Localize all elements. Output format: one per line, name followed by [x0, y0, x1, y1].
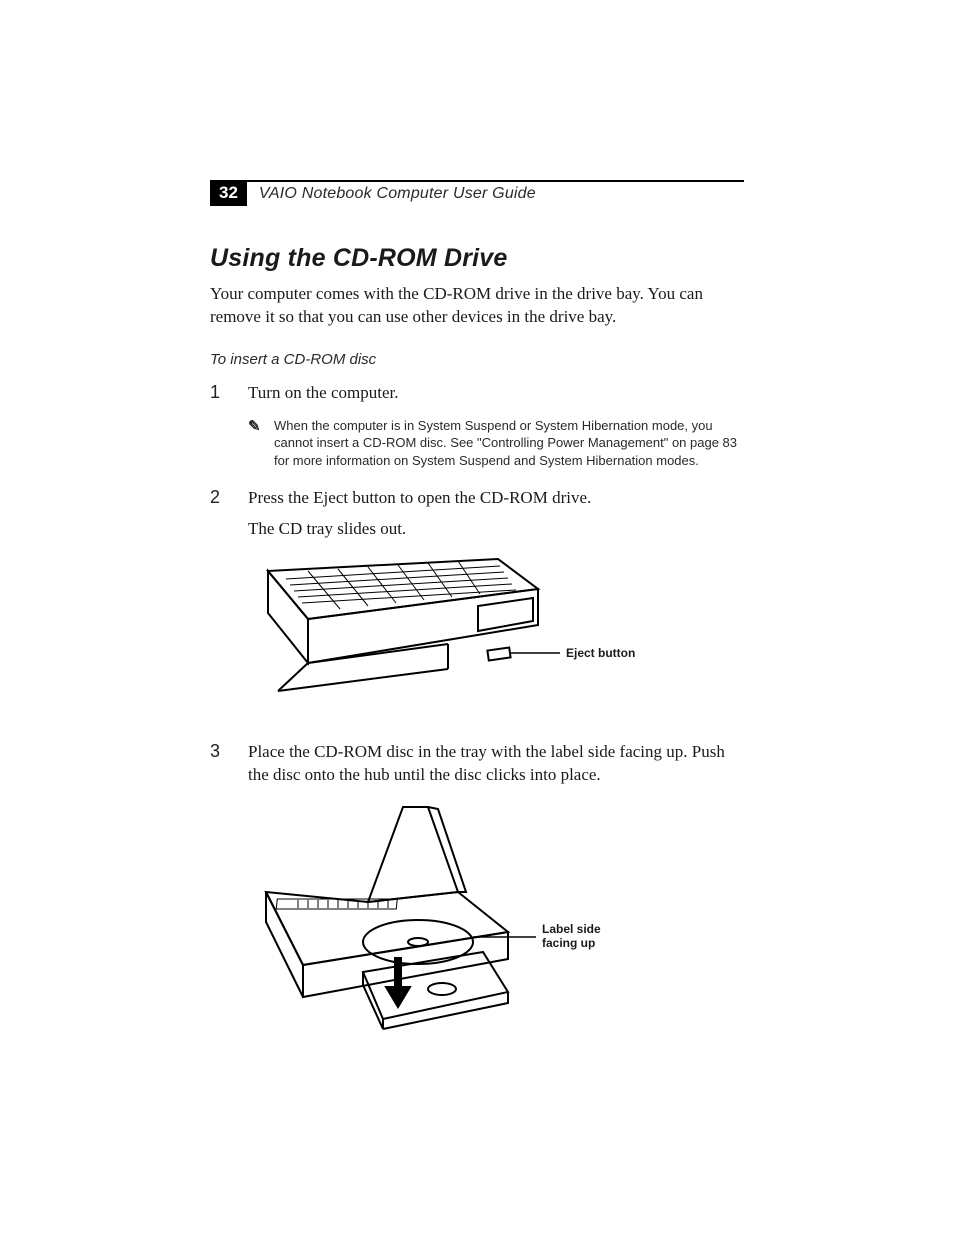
pencil-icon: ✎	[248, 417, 266, 470]
step-number: 1	[210, 382, 228, 405]
step-text: Place the CD-ROM disc in the tray with t…	[248, 741, 744, 787]
figure-callout-label-1: Label side	[542, 922, 601, 936]
page-header: 32 VAIO Notebook Computer User Guide	[210, 180, 744, 206]
procedure-subhead: To insert a CD-ROM disc	[210, 351, 744, 368]
section-intro: Your computer comes with the CD-ROM driv…	[210, 283, 744, 329]
note-block: ✎ When the computer is in System Suspend…	[248, 417, 744, 470]
step-text: Turn on the computer.	[248, 382, 744, 405]
step-2: 2 Press the Eject button to open the CD-…	[210, 487, 744, 541]
step-number: 2	[210, 487, 228, 541]
section-title: Using the CD-ROM Drive	[210, 244, 744, 273]
page-number-badge: 32	[210, 180, 247, 206]
step-1: 1 Turn on the computer.	[210, 382, 744, 405]
figure-insert-disc: Label side facing up	[248, 797, 744, 1052]
figure-callout-label-2: facing up	[542, 936, 595, 950]
running-title: VAIO Notebook Computer User Guide	[259, 185, 536, 203]
step-text: Press the Eject button to open the CD-RO…	[248, 487, 744, 541]
step-subline: The CD tray slides out.	[248, 518, 744, 541]
step-text-main: Press the Eject button to open the CD-RO…	[248, 488, 591, 507]
step-3: 3 Place the CD-ROM disc in the tray with…	[210, 741, 744, 787]
note-text: When the computer is in System Suspend o…	[274, 417, 744, 470]
page: 32 VAIO Notebook Computer User Guide Usi…	[0, 0, 954, 1233]
step-number: 3	[210, 741, 228, 787]
figure-eject-button: Eject button	[248, 551, 744, 721]
figure-callout-eject: Eject button	[566, 646, 635, 660]
